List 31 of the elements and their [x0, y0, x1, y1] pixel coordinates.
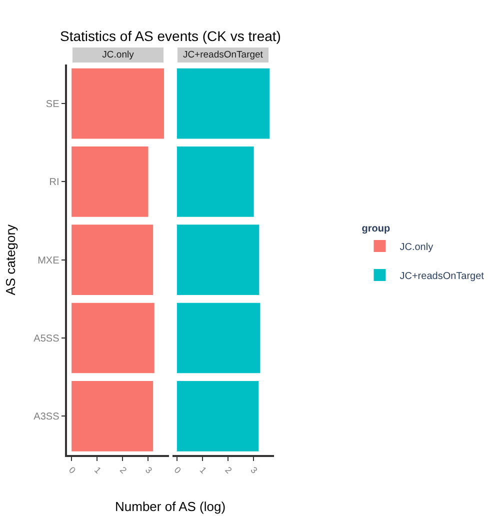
- x-tick-label: 3: [248, 464, 260, 476]
- chart-subtitle: JC.only: [102, 50, 134, 60]
- x-tick-label: 2: [118, 464, 129, 476]
- y-tick-label: A3SS: [34, 412, 60, 423]
- bar: [72, 302, 154, 374]
- x-tick-label: 2: [223, 464, 234, 476]
- x-tick-label: 0: [66, 464, 78, 476]
- bar: [72, 68, 164, 139]
- bar: [176, 224, 260, 296]
- chart-title: Statistics of AS events (CK vs treat): [60, 28, 281, 44]
- y-tick-label: SE: [46, 99, 60, 110]
- legend-label: JC+readsOnTarget: [400, 270, 484, 282]
- bar: [72, 224, 154, 296]
- bar: [176, 68, 270, 139]
- x-tick-label: 1: [92, 464, 104, 476]
- bar: [72, 380, 154, 452]
- legend-label: JC.only: [400, 242, 434, 253]
- y-axis-title: AS category: [3, 224, 18, 296]
- legend-title: group: [362, 224, 390, 234]
- bar: [176, 302, 260, 374]
- x-axis-title: Number of AS (log): [115, 499, 226, 514]
- y-tick-label: MXE: [38, 255, 60, 266]
- x-tick-label: 1: [198, 464, 208, 476]
- bar: [72, 146, 148, 217]
- x-tick-label: 3: [143, 464, 154, 476]
- chart-subtitle: JC+readsOnTarget: [182, 50, 264, 60]
- y-tick-label: RI: [49, 177, 60, 188]
- x-tick-label: 0: [172, 464, 183, 476]
- bar: [176, 380, 259, 452]
- y-tick-label: A5SS: [34, 334, 60, 345]
- bar: [176, 146, 254, 217]
